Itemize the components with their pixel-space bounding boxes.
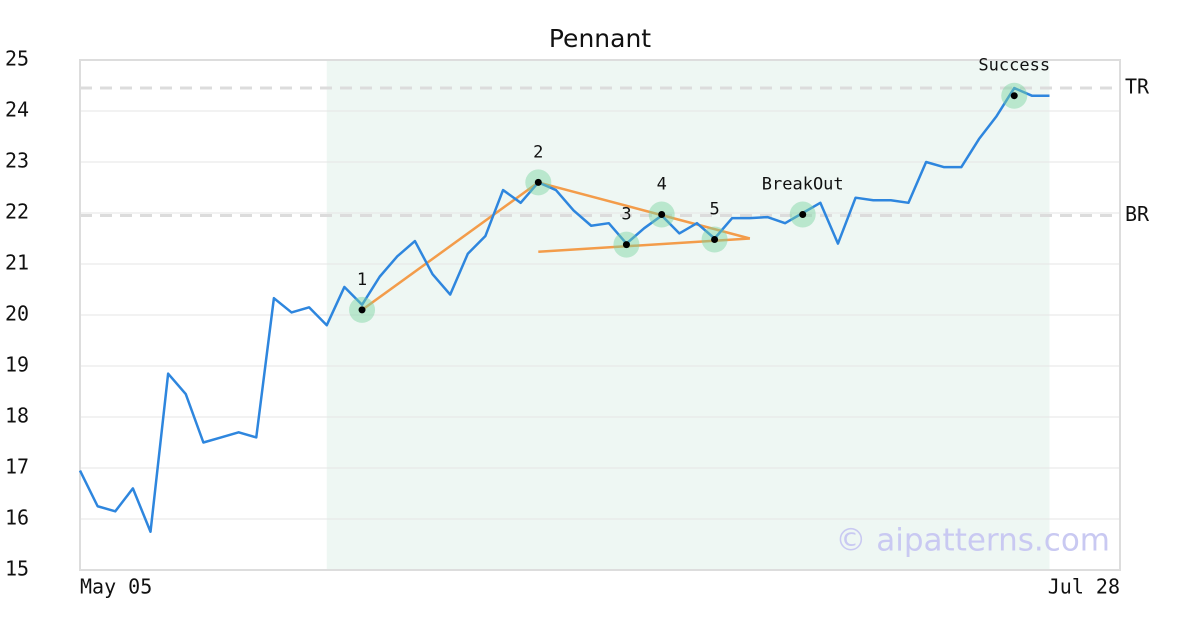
point-dot	[1010, 92, 1018, 100]
y-tick-label: 23	[5, 149, 29, 173]
level-label: TR	[1125, 75, 1150, 99]
point-label: 1	[357, 270, 367, 290]
trend-line	[361, 181, 540, 311]
point-label: Success	[978, 56, 1050, 76]
point-dot	[534, 178, 542, 186]
y-tick-label: 17	[5, 455, 29, 479]
level-label: BR	[1125, 202, 1150, 226]
chart-title: Pennant	[549, 24, 651, 53]
y-tick-label: 20	[5, 302, 29, 326]
point-dot	[358, 306, 366, 314]
y-tick-label: 19	[5, 353, 29, 377]
point-label: 2	[533, 142, 543, 162]
point-label: 5	[709, 200, 719, 220]
point-label: 4	[657, 175, 667, 195]
y-tick-label: 18	[5, 404, 29, 428]
point-dot	[622, 241, 630, 249]
price-line	[78, 86, 1050, 533]
point-label: BreakOut	[762, 175, 844, 195]
y-tick-label: 24	[5, 98, 29, 122]
y-tick-label: 25	[5, 47, 29, 71]
trend-line	[537, 181, 751, 240]
point-dot	[799, 211, 807, 219]
x-tick-label: May 05	[80, 575, 152, 599]
point-dot	[658, 211, 666, 219]
plot-frame	[79, 59, 1121, 571]
point-label: 3	[621, 205, 631, 225]
y-tick-label: 21	[5, 251, 29, 275]
x-tick-label: Jul 28	[1048, 575, 1120, 599]
point-dot	[711, 236, 719, 244]
y-tick-label: 15	[5, 557, 29, 581]
y-tick-label: 22	[5, 200, 29, 224]
watermark: © aipatterns.com	[835, 523, 1110, 559]
y-tick-label: 16	[5, 506, 29, 530]
